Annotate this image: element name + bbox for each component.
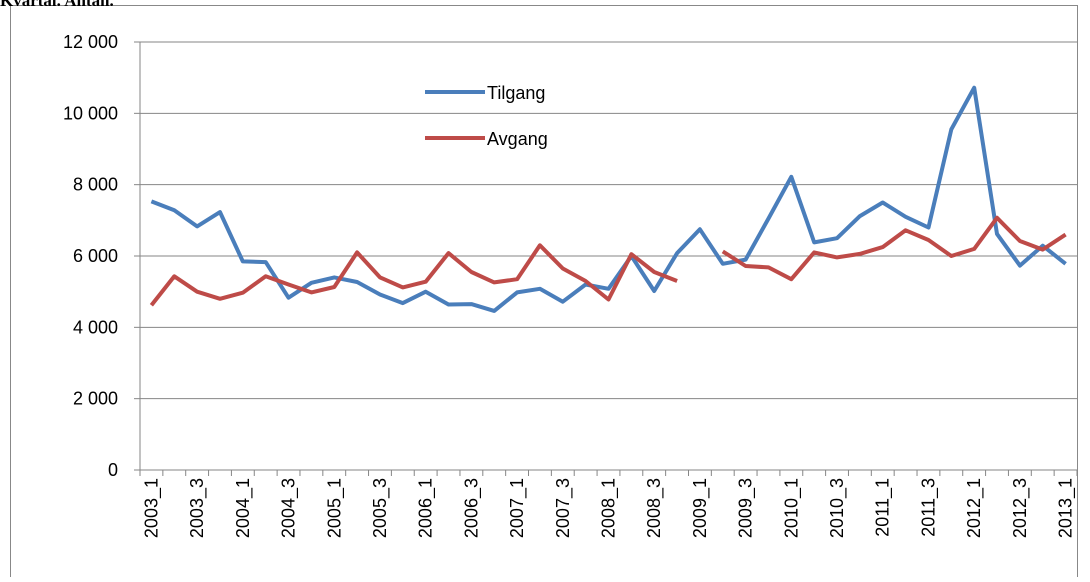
y-tick-label: 2 000 — [73, 389, 118, 409]
x-tick-label: 2005_1 — [324, 478, 345, 538]
x-tick-label: 2006_1 — [416, 478, 437, 538]
x-tick-label: 2003_1 — [141, 478, 162, 538]
x-tick-label: 2009_3 — [736, 478, 757, 538]
x-tick-label: 2011_1 — [873, 478, 894, 537]
x-tick-label: 2008_1 — [599, 478, 620, 538]
chart-title: Kvartal. Antall. — [0, 0, 114, 10]
series-line — [150, 85, 1067, 313]
x-tick-label: 2013_1 — [1056, 478, 1077, 538]
x-tick-label: 2004_1 — [233, 478, 254, 538]
x-tick-label: 2004_3 — [279, 478, 300, 538]
x-tick-label: 2008_3 — [644, 478, 665, 538]
y-tick-label: 4 000 — [73, 317, 118, 337]
x-tick-label: 2010_1 — [781, 478, 802, 538]
x-tick-label: 2007_3 — [553, 478, 574, 538]
y-tick-label: 12 000 — [63, 32, 118, 52]
x-tick-label: 2005_3 — [370, 478, 391, 538]
y-tick-label: 0 — [108, 460, 118, 480]
legend-label: Avgang — [487, 129, 548, 149]
chart-frame — [10, 5, 1078, 582]
x-tick-label: 2011_3 — [918, 478, 939, 537]
x-tick-label: 2012_3 — [1010, 478, 1031, 538]
legend-label: Tilgang — [487, 83, 545, 103]
x-tick-label: 2007_1 — [507, 478, 528, 538]
x-tick-label: 2009_1 — [690, 478, 711, 538]
y-tick-label: 6 000 — [73, 246, 118, 266]
series-line — [149, 215, 1067, 307]
y-tick-label: 8 000 — [73, 175, 118, 195]
x-tick-label: 2006_3 — [461, 478, 482, 538]
y-tick-label: 10 000 — [63, 103, 118, 123]
x-tick-label: 2003_3 — [187, 478, 208, 538]
x-tick-label: 2012_1 — [964, 478, 985, 538]
x-tick-label: 2010_3 — [827, 478, 848, 538]
